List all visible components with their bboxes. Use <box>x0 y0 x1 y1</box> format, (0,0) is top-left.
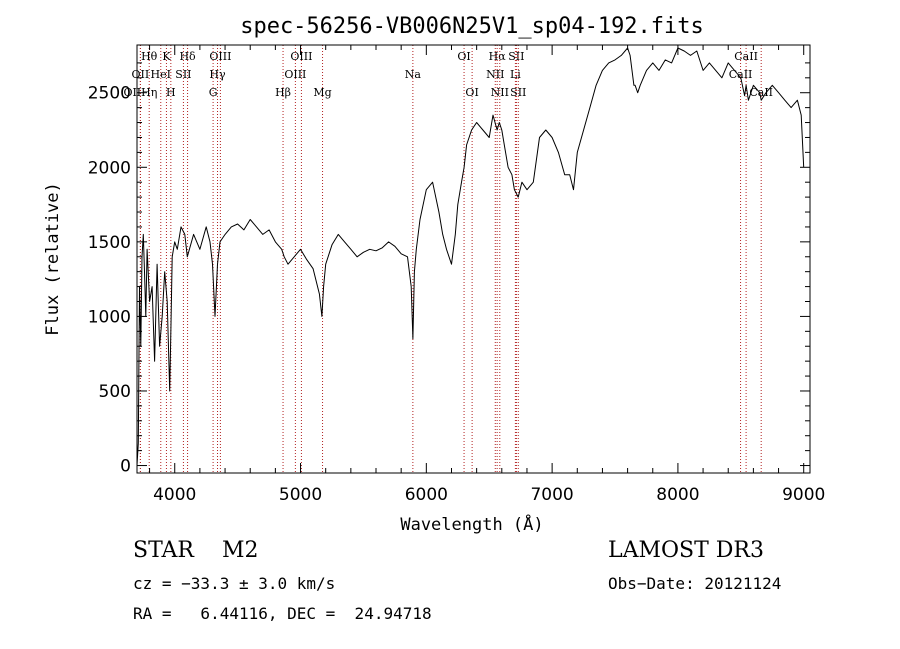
line-marker-label: H <box>166 86 176 99</box>
redshift-velocity: cz = −33.3 ± 3.0 km/s <box>133 574 336 593</box>
line-marker-label: SII <box>510 86 526 99</box>
y-tick-label: 1000 <box>88 307 131 327</box>
coordinates: RA = 6.44116, DEC = 24.94718 <box>133 604 432 623</box>
line-marker-label: Hα <box>489 50 507 63</box>
line-marker-label: Hβ <box>275 86 291 99</box>
y-axis-label: Flux (relative) <box>43 182 63 336</box>
line-marker-label: HeI <box>151 68 171 81</box>
spectrum-series <box>136 47 805 466</box>
x-axis-label: Wavelength (Å) <box>400 513 543 535</box>
y-tick-label: 0 <box>120 457 131 477</box>
line-marker-label: OIII <box>290 50 312 63</box>
line-marker-label: SII <box>175 68 191 81</box>
plot-frame <box>136 44 811 474</box>
line-marker-label: Na <box>405 68 422 81</box>
object-class: STAR M2 <box>133 538 259 563</box>
x-tick-label: 5000 <box>279 485 322 505</box>
line-marker-label: Hθ <box>141 50 158 63</box>
spectrum-line <box>136 47 805 466</box>
line-marker-label: OIII <box>284 68 306 81</box>
x-tick-label: 4000 <box>153 485 196 505</box>
survey-name: LAMOST DR3 <box>608 538 764 563</box>
axis-ticks: 4000 5000 6000 7000 8000 9000 0 500 1000 1500 2000… <box>88 45 825 505</box>
line-marker-label: CaII <box>734 50 758 63</box>
line-marker-label: OI <box>465 86 478 99</box>
y-tick-label: 2500 <box>88 84 131 104</box>
line-marker-label: G <box>209 86 218 99</box>
line-marker-label: NII <box>491 86 509 99</box>
line-marker-label: Hγ <box>209 68 226 81</box>
x-tick-label: 9000 <box>782 485 825 505</box>
line-marker-label: NII <box>486 68 504 81</box>
line-marker-label: OI <box>457 50 470 63</box>
x-tick-label: 8000 <box>656 485 699 505</box>
y-tick-label: 500 <box>99 382 131 402</box>
line-marker-label: Li <box>510 68 521 81</box>
x-tick-label: 6000 <box>405 485 448 505</box>
line-marker-label: CaII <box>749 86 773 99</box>
chart-title: spec-56256-VB006N25V1_sp04-192.fits <box>240 14 704 39</box>
line-marker-label: Hδ <box>179 50 196 63</box>
observation-date: Obs−Date: 20121124 <box>608 574 782 593</box>
line-marker-label: OIII <box>209 50 231 63</box>
line-marker-label: OII <box>132 68 150 81</box>
y-tick-label: 2000 <box>88 158 131 178</box>
line-marker-label: Mg <box>313 86 331 99</box>
line-marker-label: SII <box>508 50 524 63</box>
line-marker-label: K <box>162 50 171 63</box>
y-tick-label: 1500 <box>88 233 131 253</box>
x-tick-label: 7000 <box>530 485 573 505</box>
